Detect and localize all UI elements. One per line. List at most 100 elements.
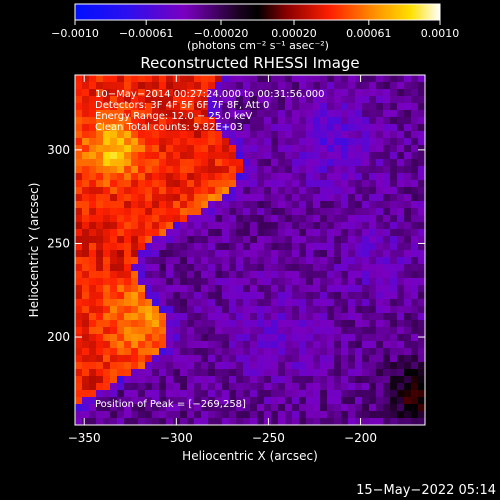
heatmap-cell: [117, 89, 125, 97]
heatmap-cell: [250, 215, 258, 223]
heatmap-cell: [320, 355, 328, 363]
heatmap-cell: [418, 110, 425, 118]
heatmap-cell: [82, 201, 90, 209]
heatmap-cell: [362, 313, 370, 321]
heatmap-cell: [96, 306, 104, 314]
heatmap-cell: [362, 292, 370, 300]
heatmap-cell: [166, 418, 174, 425]
heatmap-cell: [278, 411, 286, 419]
heatmap-cell: [222, 180, 230, 188]
heatmap-cell: [96, 222, 104, 230]
heatmap-cell: [152, 236, 160, 244]
heatmap-cell: [369, 404, 377, 412]
heatmap-cell: [236, 138, 244, 146]
heatmap-cell: [257, 180, 265, 188]
heatmap-cell: [404, 75, 412, 83]
heatmap-cell: [355, 166, 363, 174]
heatmap-cell: [390, 341, 398, 349]
heatmap-cell: [390, 201, 398, 209]
heatmap-cell: [327, 117, 335, 125]
heatmap-cell: [404, 236, 412, 244]
heatmap-cell: [215, 397, 223, 405]
heatmap-cell: [131, 124, 139, 132]
heatmap-cell: [341, 117, 349, 125]
heatmap-cell: [229, 369, 237, 377]
heatmap-cell: [320, 320, 328, 328]
heatmap-cell: [222, 327, 230, 335]
heatmap-cell: [299, 341, 307, 349]
heatmap-cell: [75, 348, 83, 356]
heatmap-cell: [222, 110, 230, 118]
heatmap-cell: [215, 327, 223, 335]
heatmap-cell: [201, 96, 209, 104]
heatmap-cell: [411, 334, 419, 342]
heatmap-cell: [278, 103, 286, 111]
heatmap-cell: [257, 103, 265, 111]
heatmap-cell: [292, 208, 300, 216]
heatmap-cell: [355, 222, 363, 230]
heatmap-cell: [222, 229, 230, 237]
heatmap-cell: [145, 327, 153, 335]
heatmap-cell: [292, 264, 300, 272]
heatmap-cell: [166, 355, 174, 363]
heatmap-cell: [236, 278, 244, 286]
heatmap-cell: [96, 348, 104, 356]
heatmap-cell: [341, 194, 349, 202]
heatmap-cell: [145, 215, 153, 223]
heatmap-cell: [299, 285, 307, 293]
heatmap-cell: [159, 376, 167, 384]
heatmap-cell: [313, 264, 321, 272]
heatmap-cell: [348, 117, 356, 125]
heatmap-cell: [117, 327, 125, 335]
heatmap-cell: [362, 138, 370, 146]
heatmap-cell: [110, 201, 118, 209]
heatmap-cell: [348, 194, 356, 202]
heatmap-cell: [278, 313, 286, 321]
heatmap-cell: [376, 376, 384, 384]
heatmap-cell: [397, 355, 405, 363]
heatmap-cell: [117, 313, 125, 321]
heatmap-cell: [376, 334, 384, 342]
heatmap-cell: [201, 404, 209, 412]
colorbar-tick-label: −0.00020: [194, 27, 249, 40]
heatmap-cell: [131, 173, 139, 181]
heatmap-cell: [82, 96, 90, 104]
heatmap-cell: [145, 159, 153, 167]
heatmap-cell: [159, 145, 167, 153]
heatmap-cell: [110, 341, 118, 349]
heatmap-cell: [166, 362, 174, 370]
heatmap-cell: [341, 341, 349, 349]
heatmap-cell: [82, 152, 90, 160]
heatmap-cell: [229, 208, 237, 216]
heatmap-cell: [320, 348, 328, 356]
heatmap-cell: [124, 180, 132, 188]
heatmap-cell: [334, 285, 342, 293]
heatmap-cell: [180, 166, 188, 174]
heatmap-cell: [383, 82, 391, 90]
heatmap-cell: [299, 313, 307, 321]
heatmap-cell: [152, 131, 160, 139]
heatmap-cell: [362, 348, 370, 356]
heatmap-cell: [173, 145, 181, 153]
heatmap-cell: [152, 348, 160, 356]
heatmap-cell: [145, 306, 153, 314]
heatmap-cell: [348, 250, 356, 258]
heatmap-cell: [278, 404, 286, 412]
heatmap-cell: [82, 89, 90, 97]
heatmap-cell: [376, 369, 384, 377]
heatmap-cell: [257, 257, 265, 265]
heatmap-cell: [96, 110, 104, 118]
heatmap-cell: [194, 362, 202, 370]
heatmap-cell: [404, 348, 412, 356]
heatmap-cell: [292, 103, 300, 111]
heatmap-cell: [208, 404, 216, 412]
heatmap-cell: [201, 173, 209, 181]
heatmap-cell: [376, 271, 384, 279]
heatmap-cell: [362, 362, 370, 370]
heatmap-cell: [117, 110, 125, 118]
heatmap-cell: [334, 96, 342, 104]
heatmap-cell: [292, 131, 300, 139]
heatmap-cell: [327, 383, 335, 391]
heatmap-cell: [124, 215, 132, 223]
heatmap-cell: [306, 180, 314, 188]
